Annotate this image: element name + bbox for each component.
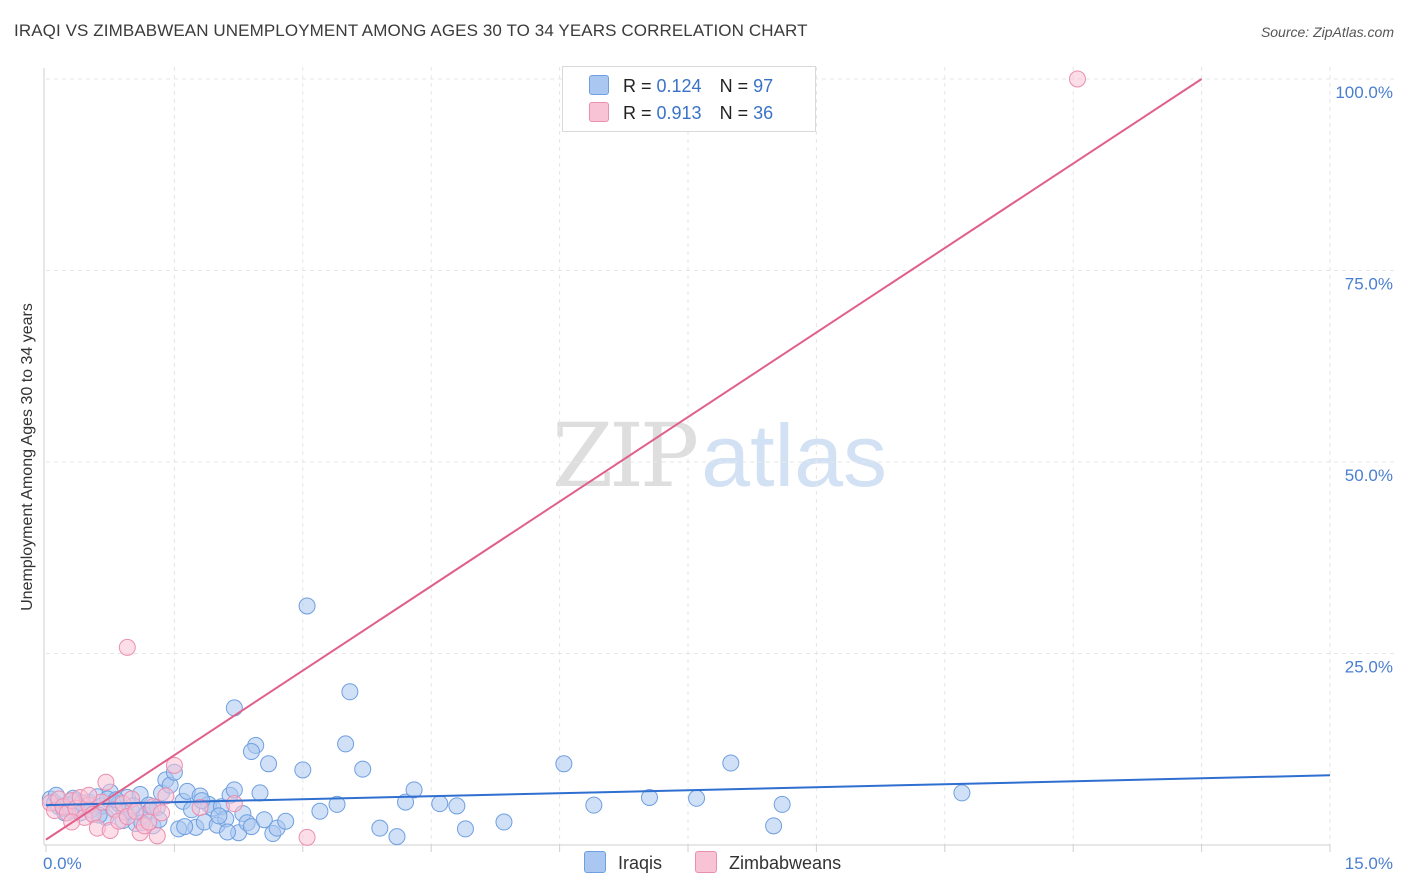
- y-tick-label: 75.0%: [1345, 275, 1393, 294]
- series-legend: Iraqis Zimbabweans: [584, 851, 869, 874]
- point-iraqis: [225, 699, 243, 717]
- point-iraqis: [585, 796, 603, 814]
- point-zimbabweans: [165, 756, 183, 774]
- point-zimbabweans: [157, 787, 175, 805]
- point-iraqis: [448, 797, 466, 815]
- legend-row-iraqis: R = 0.124 N = 97: [589, 75, 773, 101]
- point-iraqis: [255, 811, 273, 829]
- point-zimbabweans: [191, 798, 209, 816]
- point-iraqis: [495, 813, 513, 831]
- point-iraqis: [277, 812, 295, 830]
- point-iraqis: [251, 784, 269, 802]
- legend-label-zimbabweans: Zimbabweans: [729, 853, 842, 873]
- legend-r-label: R =: [623, 76, 657, 96]
- point-iraqis: [371, 819, 389, 837]
- legend-swatch-iraqis: [584, 851, 606, 873]
- point-iraqis: [773, 795, 791, 813]
- y-tick-label: 100.0%: [1335, 83, 1393, 102]
- point-zimbabweans: [80, 786, 98, 804]
- point-iraqis: [218, 823, 236, 841]
- watermark-atlas: atlas: [701, 406, 888, 505]
- point-zimbabweans: [148, 827, 166, 845]
- point-iraqis: [176, 818, 194, 836]
- x-tick-label-min: 0.0%: [43, 854, 82, 873]
- point-iraqis: [242, 743, 260, 761]
- series-zimbabweans-points: [41, 70, 1086, 846]
- legend-item-zimbabweans[interactable]: Zimbabweans: [695, 851, 841, 874]
- tick-labels: 100.0% 75.0% 50.0% 25.0% 0.0% 15.0%: [43, 83, 1393, 873]
- point-zimbabweans: [118, 638, 136, 656]
- legend-swatch-zimbabweans: [589, 102, 609, 122]
- point-iraqis: [555, 755, 573, 773]
- point-iraqis: [298, 597, 316, 615]
- axes: [43, 68, 1331, 852]
- point-iraqis: [210, 807, 228, 825]
- legend-n-value: 97: [753, 76, 774, 96]
- series-iraqis-points: [41, 597, 971, 846]
- legend-row-zimbabweans: R = 0.913 N = 36: [589, 102, 773, 128]
- point-iraqis: [311, 802, 329, 820]
- source-label: Source: ZipAtlas.com: [1260, 24, 1394, 40]
- legend-swatch-zimbabweans: [695, 851, 718, 873]
- legend-r-value: 0.124: [656, 76, 702, 96]
- correlation-legend: R = 0.124 N = 97 R = 0.913 N = 36: [562, 66, 816, 132]
- point-iraqis: [688, 789, 706, 807]
- legend-n-label: N =: [719, 103, 754, 123]
- point-iraqis: [388, 828, 406, 846]
- point-zimbabweans: [225, 795, 243, 813]
- point-iraqis: [294, 761, 312, 779]
- legend-r-label: R =: [623, 103, 657, 123]
- y-tick-label: 50.0%: [1345, 466, 1393, 485]
- y-tick-label: 25.0%: [1345, 658, 1393, 677]
- point-iraqis: [722, 754, 740, 772]
- legend-n-label: N =: [719, 76, 754, 96]
- point-iraqis: [765, 817, 783, 835]
- legend-label-iraqis: Iraqis: [618, 853, 663, 873]
- point-iraqis: [260, 755, 278, 773]
- grid-lines: [46, 67, 1394, 845]
- point-iraqis: [431, 795, 449, 813]
- point-iraqis: [397, 793, 415, 811]
- point-iraqis: [640, 789, 658, 807]
- legend-r-value: 0.913: [656, 103, 702, 123]
- point-zimbabweans: [97, 773, 115, 791]
- point-zimbabweans: [298, 828, 316, 846]
- x-tick-label-max: 15.0%: [1345, 854, 1393, 873]
- point-zimbabweans: [1068, 70, 1086, 88]
- point-iraqis: [456, 820, 474, 838]
- point-iraqis: [341, 683, 359, 701]
- legend-n-value: 36: [753, 103, 774, 123]
- point-iraqis: [328, 795, 346, 813]
- trend-lines: [45, 78, 1331, 841]
- point-iraqis: [953, 784, 971, 802]
- point-zimbabweans: [153, 804, 171, 822]
- chart-title: IRAQI VS ZIMBABWEAN UNEMPLOYMENT AMONG A…: [14, 21, 808, 40]
- trend-line-iraqis: [45, 774, 1331, 807]
- point-iraqis: [405, 781, 423, 799]
- point-zimbabweans: [127, 802, 145, 820]
- point-iraqis: [354, 760, 372, 778]
- trend-line-zimbabweans: [45, 78, 1203, 841]
- point-iraqis: [337, 735, 355, 753]
- legend-swatch-iraqis: [589, 75, 609, 95]
- legend-item-iraqis[interactable]: Iraqis: [584, 851, 662, 874]
